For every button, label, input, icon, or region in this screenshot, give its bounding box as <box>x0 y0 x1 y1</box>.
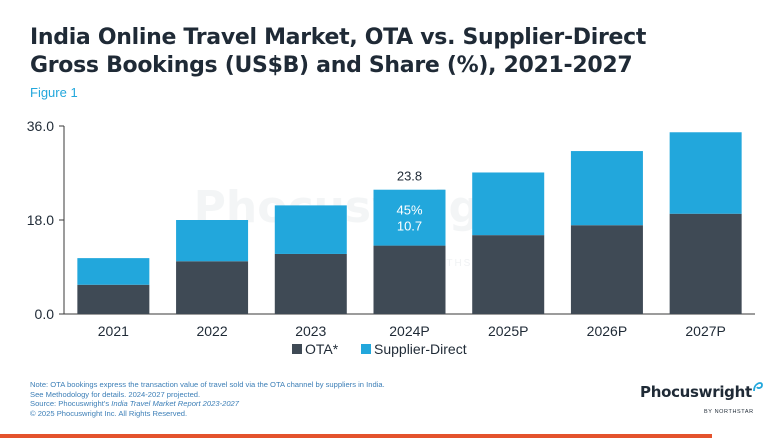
accent-bar <box>0 434 712 438</box>
x-tick-label: 2022 <box>196 323 227 339</box>
footnotes: Note: OTA bookings express the transacti… <box>30 380 500 418</box>
x-tick-label: 2026P <box>587 323 627 339</box>
bar-segment-ota <box>373 245 446 314</box>
bar-segment-supplier-direct <box>77 258 150 285</box>
total-data-label: 23.8 <box>397 169 422 184</box>
bar-segment-supplier-direct <box>669 132 742 214</box>
bar-segment-ota <box>274 253 347 314</box>
bar-segment-ota <box>669 213 742 314</box>
chart-title-line-1: India Online Travel Market, OTA vs. Supp… <box>30 25 647 50</box>
bar-segment-ota <box>176 261 249 314</box>
watermark-byline: BY NORTHSTAR <box>396 258 497 269</box>
footnote-methodology: See Methodology for details. 2024-2027 p… <box>30 389 201 399</box>
bar-segment-ota <box>77 284 150 314</box>
legend-ota-swatch <box>292 344 302 354</box>
bar-segment-ota <box>570 225 643 314</box>
chart-title: India Online Travel Market, OTA vs. Supp… <box>30 24 750 80</box>
x-tick-label: 2027P <box>685 323 725 339</box>
y-tick-label: 36.0 <box>27 118 54 134</box>
footnote-source: Source: Phocuswright's India Travel Mark… <box>30 399 500 409</box>
value-data-label: 10.7 <box>397 219 422 234</box>
chart-title-line-2: Gross Bookings (US$B) and Share (%), 202… <box>30 53 633 78</box>
y-tick-label: 0.0 <box>35 306 55 322</box>
bar-segment-ota <box>472 235 545 314</box>
bar-segment-supplier-direct <box>274 205 347 254</box>
figure-label: Figure 1 <box>30 85 78 100</box>
share-data-label: 45% <box>396 203 422 218</box>
logo-byline: BY NORTHSTAR <box>704 409 754 415</box>
bar-segment-supplier-direct <box>176 220 249 262</box>
phocuswright-logo: Phocuswright BY NORTHSTAR <box>640 382 763 425</box>
bar-segment-supplier-direct <box>472 172 545 236</box>
source-report-title: India Travel Market Report 2023-2027 <box>111 399 239 409</box>
x-tick-label: 2023 <box>295 323 326 339</box>
x-tick-label: 2024P <box>389 323 429 339</box>
footnote-note: Note: OTA bookings express the transacti… <box>30 380 385 389</box>
legend-supplier-direct-label: Supplier-Direct <box>374 341 467 357</box>
logo-swirl-icon <box>753 382 763 392</box>
bar-segment-supplier-direct <box>373 189 446 246</box>
bar-segment-supplier-direct <box>570 151 643 226</box>
legend-supplier-direct-swatch <box>361 344 371 354</box>
legend-ota-label: OTA* <box>305 341 339 357</box>
stacked-bar-chart: Phocuswright BY NORTHSTAR 0.018.036.0 20… <box>27 118 755 357</box>
source-prefix: Source: Phocuswright's <box>30 399 112 409</box>
footnote-copyright: © 2025 Phocuswright Inc. All Rights Rese… <box>30 408 188 418</box>
x-tick-label: 2021 <box>98 323 129 339</box>
logo-wordmark: Phocuswright <box>640 383 752 401</box>
y-tick-label: 18.0 <box>27 212 54 228</box>
x-tick-label: 2025P <box>488 323 528 339</box>
